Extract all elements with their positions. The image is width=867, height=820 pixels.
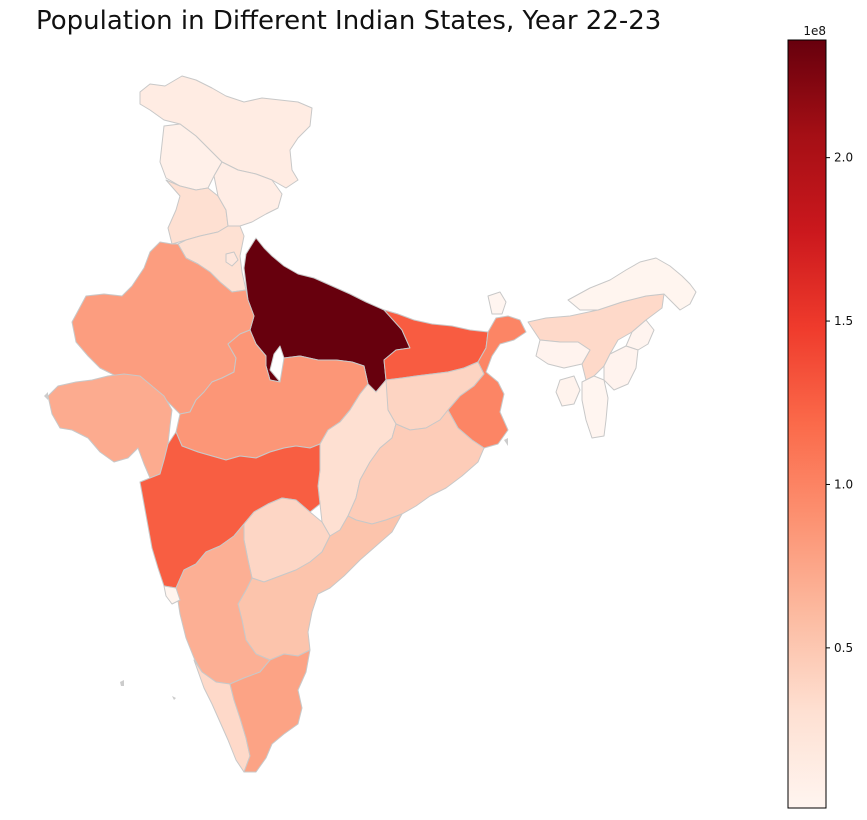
colorbar-tick-label: 0.5 <box>834 641 853 655</box>
state-manipur <box>603 345 639 391</box>
state-west-bengal <box>447 315 527 449</box>
state-goa <box>163 585 181 605</box>
colorbar-tick-label: 2.0 <box>834 151 853 165</box>
state-mizoram <box>581 375 609 439</box>
state-uttarakhand <box>213 161 283 227</box>
state-tamil-nadu <box>229 649 311 773</box>
colorbar-gradient <box>787 39 827 809</box>
gulf-islet <box>44 392 48 400</box>
colorbar-offset-label: 1e8 <box>803 24 826 38</box>
state-meghalaya <box>535 339 591 369</box>
map-title: Population in Different Indian States, Y… <box>36 6 662 36</box>
india-choropleth-map <box>44 75 697 773</box>
state-sikkim <box>487 291 507 315</box>
state-arunachal-pradesh <box>567 257 697 311</box>
state-odisha <box>347 409 485 525</box>
colorbar-tick-label: 1.0 <box>834 477 853 491</box>
colorbar-tick-label: 1.5 <box>834 314 853 328</box>
state-delhi <box>225 251 239 267</box>
lakshadweep-island <box>120 680 124 686</box>
bay-islet <box>504 438 508 446</box>
state-tripura <box>555 375 581 407</box>
lakshadweep-island <box>172 696 176 700</box>
